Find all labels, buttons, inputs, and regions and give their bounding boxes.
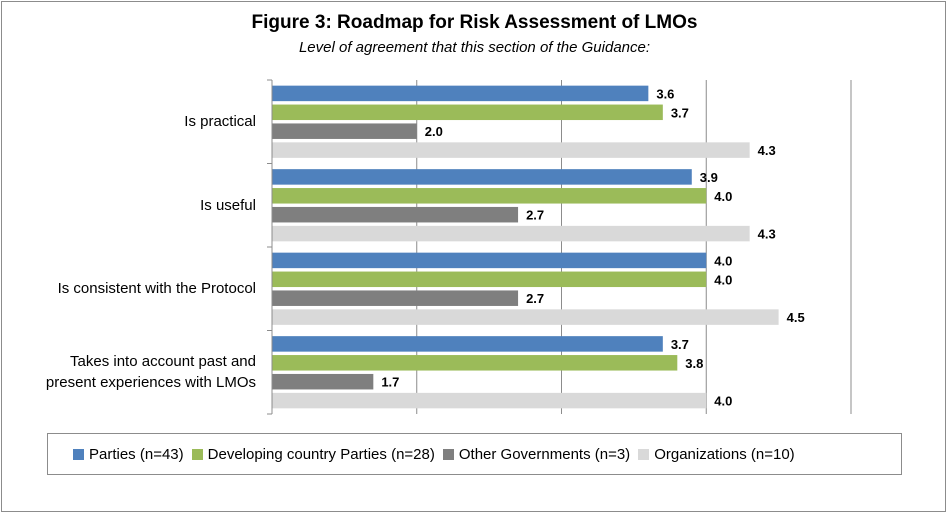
legend-item: Other Governments (n=3) [442, 445, 631, 463]
category-label-line: Takes into account past and [70, 353, 256, 371]
legend-label: Developing country Parties (n=28) [207, 445, 435, 463]
legend-label: Organizations (n=10) [654, 445, 795, 463]
legend-item: Organizations (n=10) [638, 446, 795, 463]
bar [272, 290, 519, 306]
category-label-line: Is useful [200, 196, 256, 214]
bar [272, 206, 519, 223]
data-label: 2.0 [425, 124, 443, 139]
legend-item: Developing country Parties (n=28) [191, 445, 435, 463]
bar [272, 169, 692, 185]
bar [272, 188, 707, 204]
data-label: 4.0 [714, 394, 732, 409]
category-label-line: present experiences with LMOs [45, 374, 256, 392]
category-label-line: Is consistent with the Protocol [57, 280, 256, 298]
data-label: 3.8 [685, 356, 703, 371]
chart-legend: Parties (n=43) Developing country Parties… [47, 433, 902, 475]
bar [272, 355, 678, 371]
legend-label: Other Governments (n=3) [458, 445, 631, 463]
data-label: 4.0 [714, 253, 732, 268]
category-label-line: Is practical [184, 113, 256, 131]
bar [272, 336, 663, 352]
bar [272, 373, 374, 390]
bar [272, 252, 707, 269]
data-label: 4.5 [787, 310, 805, 325]
chart-title: Figure 3: Roadmap for Risk Assessment of… [251, 12, 698, 33]
legend-label: Parties (n=43) [89, 445, 184, 463]
data-label: 2.7 [526, 291, 544, 306]
legend-swatch [442, 448, 454, 460]
data-label: 4.3 [758, 227, 776, 242]
bar [272, 225, 750, 242]
category-label: Is useful [200, 195, 256, 216]
category-label: Is consistent with the Protocol [58, 278, 256, 299]
legend-swatch [191, 448, 203, 460]
legend-swatch [638, 448, 650, 460]
data-label: 4.0 [714, 189, 732, 204]
chart-subtitle: Level of agreement that this section of … [298, 39, 651, 56]
data-label: 3.7 [671, 337, 689, 352]
category-label: Is practical [184, 111, 256, 132]
data-label: 3.7 [671, 105, 689, 120]
bar [272, 123, 417, 139]
data-label: 3.6 [656, 86, 674, 101]
bar [272, 85, 649, 102]
legend-item: Parties (n=43) [73, 446, 184, 463]
bar [272, 309, 779, 325]
bar [272, 142, 750, 158]
data-label: 1.7 [381, 375, 399, 390]
bar [272, 104, 663, 121]
category-label: Takes into account past and present exper… [46, 351, 256, 393]
data-label: 2.7 [526, 208, 544, 223]
data-label: 4.3 [758, 143, 776, 158]
data-label: 3.9 [700, 170, 718, 185]
data-label: 4.0 [714, 272, 732, 287]
bar [272, 392, 707, 409]
bar [272, 271, 707, 288]
legend-swatch [73, 448, 84, 460]
